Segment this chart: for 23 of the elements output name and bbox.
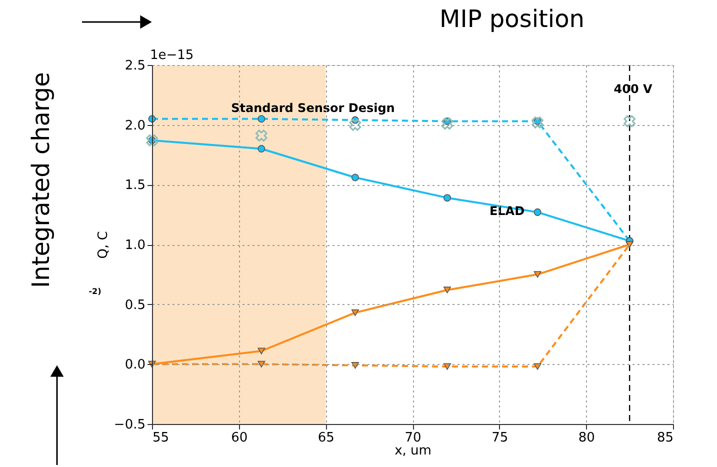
x-tick-label: 75: [492, 430, 508, 446]
y-tick-label: −0.5: [114, 418, 146, 432]
text: Integrated charge: [27, 72, 55, 288]
x-tick-label: 85: [656, 430, 674, 446]
y-tick-label: 0.0: [124, 358, 146, 373]
y-tick-label: 1.5: [124, 178, 146, 194]
y-axis-title: Q, C: [96, 231, 111, 259]
annotation: ELAD: [489, 204, 525, 218]
x-tick-label: 55: [152, 430, 170, 446]
y-tick-label: 2.0: [124, 118, 146, 134]
text: -2): [88, 287, 102, 296]
x-tick-label: 60: [231, 430, 248, 446]
text: 1e−15: [150, 48, 194, 63]
text: MIP position: [440, 5, 584, 33]
x-tick-label: 80: [578, 430, 595, 446]
y-tick-label: 1.0: [124, 238, 146, 253]
annotation: Standard Sensor Design: [231, 101, 395, 115]
y-tick-label: 2.5: [124, 58, 146, 74]
annotation: 400 V: [614, 82, 654, 96]
x-tick-label: 65: [318, 430, 334, 446]
x-tick-label: 70: [404, 430, 422, 446]
y-tick-label: 0.5: [124, 298, 146, 313]
x-axis-title: x, um: [394, 444, 432, 458]
